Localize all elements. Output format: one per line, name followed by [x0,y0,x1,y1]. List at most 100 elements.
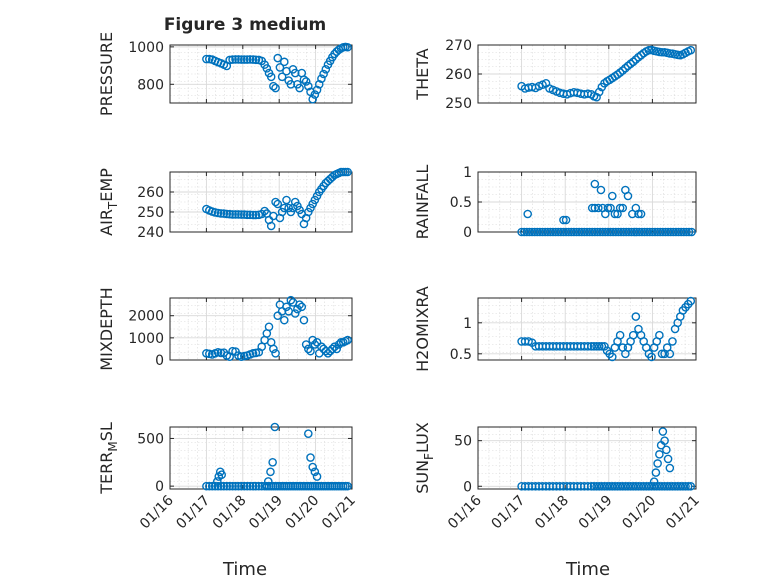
data-point [590,179,600,189]
y-tick-label: 260 [445,67,472,83]
x-tick-label: 01/16 [445,492,485,532]
data-point [686,481,696,491]
data-point [651,468,661,477]
data-point [653,459,662,468]
data-point [217,470,226,479]
data-point [262,64,272,73]
data-point [312,337,322,347]
y-tick-label: 2000 [128,309,164,325]
data-point [228,55,237,64]
y-axis-label: MIXDEPTH [97,287,116,370]
data-point [301,340,311,349]
y-tick-label: 1000 [128,331,164,347]
panel-pressure: 800 1000 PRESSURE [97,32,353,116]
data-point [299,315,309,325]
y-axis-label-sub: M [106,441,120,451]
data-point [279,203,289,213]
data-point [681,481,690,491]
data-point [312,85,322,95]
y-axis-label-part: LUX [413,422,432,453]
y-tick-label: 240 [137,225,164,241]
data-point [343,481,352,491]
data-point [615,330,625,340]
data-point [219,481,229,491]
data-point [647,352,656,362]
data-point [610,209,620,219]
data-point [306,453,315,462]
series-h2omixra [517,296,696,362]
data-point [312,472,322,481]
data-point [297,302,307,312]
y-axis-label: THETA [413,48,432,100]
panel-theta: 250 260 270 THETA [413,38,697,112]
data-point [687,227,696,237]
data-point [310,90,320,99]
x-tick-label: 01/18 [210,493,250,533]
data-point [304,344,313,354]
data-point [319,69,328,79]
data-point [271,83,280,93]
data-point [655,450,664,459]
data-point [202,481,211,491]
data-point [636,209,646,219]
y-tick-label: 50 [454,434,472,450]
y-axis-label: AIRTEMP [97,168,120,236]
data-point [248,481,258,491]
data-point [330,342,339,352]
y-axis-label-sub: T [106,201,120,210]
y-axis-label-part: SL [97,422,116,441]
x-tick-label: 01/18 [532,493,572,533]
y-tick-label: 250 [137,205,164,221]
data-point [594,342,604,351]
x-tick-label: 01/20 [619,493,659,533]
data-point [665,463,675,473]
data-point [634,209,643,219]
axes-box [169,171,353,233]
data-point [332,344,342,354]
data-point [662,445,671,455]
data-point [660,436,669,445]
x-tick-label: 01/21 [319,493,359,533]
y-tick-label: 0 [155,479,164,495]
y-axis-label-part: EMP [97,168,116,202]
data-point [269,81,278,91]
data-point [239,210,249,219]
data-point [596,185,606,195]
data-point [271,197,280,207]
data-point [242,210,252,220]
data-point [251,210,261,220]
data-point [668,337,677,346]
data-point [260,206,269,216]
y-axis-label: RAINFALL [413,165,432,240]
y-tick-label: 260 [137,185,164,201]
data-point [649,477,659,487]
data-point [628,330,638,340]
data-point [251,55,261,65]
data-point [603,203,613,213]
y-tick-label: 800 [137,77,164,93]
data-point [239,55,249,64]
axes-box [477,297,697,361]
data-point [277,72,287,82]
x-axis-label-left: Time [222,559,267,580]
data-point [216,209,226,218]
data-point [343,335,352,345]
series-mixdepth [202,295,352,361]
data-point [343,42,352,52]
data-point [308,335,317,345]
data-point [299,75,309,84]
data-point [273,53,283,63]
data-point [618,66,628,75]
y-tick-label: 1000 [128,40,164,56]
data-point [295,300,304,309]
data-point [213,477,222,486]
data-point [234,481,243,491]
data-point [321,65,331,74]
y-tick-label: 0 [463,225,472,241]
data-point [304,429,313,438]
data-point [263,477,273,486]
y-tick-label: 0 [463,479,472,495]
panel-rainfall: 0 0.5 1 RAINFALL [413,165,697,241]
data-point [222,209,232,219]
